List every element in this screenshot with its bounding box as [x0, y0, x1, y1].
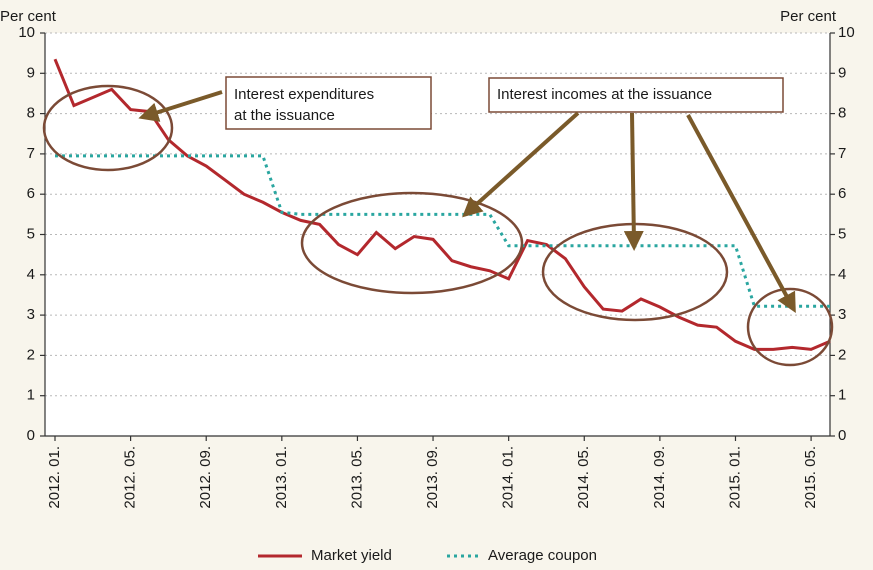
x-tick-label: 2012. 09.	[197, 446, 214, 509]
arrow	[138, 90, 223, 122]
y2-tick-label: 4	[838, 266, 846, 283]
x-tick-label: 2015. 01.	[726, 446, 743, 509]
annotation-text: at the issuance	[234, 107, 335, 124]
series-line	[53, 58, 831, 351]
y-tick-label: 5	[27, 225, 35, 242]
highlight-ellipse	[42, 84, 174, 172]
x-tick-label: 2013. 01.	[273, 446, 290, 509]
x-tick-label: 2014. 09.	[651, 446, 668, 509]
y2-tick-label: 7	[838, 145, 846, 162]
highlight-ellipse	[300, 191, 524, 295]
arrow	[623, 112, 644, 251]
x-tick-label: 2013. 09.	[424, 446, 441, 509]
x-tick-label: 2013. 05.	[348, 446, 365, 509]
arrow	[686, 114, 796, 314]
highlight-ellipse	[746, 287, 834, 367]
y-tick-label: 6	[27, 185, 35, 202]
annotation-text: Interest expenditures	[234, 86, 374, 103]
x-tick-label: 2012. 05.	[122, 446, 139, 509]
legend-label: Market yield	[311, 547, 392, 564]
y-tick-label: 0	[27, 427, 35, 444]
annotation-box	[488, 77, 784, 113]
y-tick-label: 4	[27, 266, 35, 283]
y2-tick-label: 8	[838, 105, 846, 122]
y2-tick-label: 3	[838, 306, 846, 323]
y-tick-label: 8	[27, 105, 35, 122]
x-tick-label: 2014. 01.	[500, 446, 517, 509]
legend-label: Average coupon	[488, 547, 597, 564]
y-tick-label: 9	[27, 64, 35, 81]
annotation-box	[225, 76, 432, 130]
annotations: Interest expenditures at the issuance In…	[42, 76, 834, 367]
y-tick-label: 3	[27, 306, 35, 323]
y2-axis-title: Per cent	[780, 8, 837, 25]
x-tick-label: 2014. 05.	[575, 446, 592, 509]
y2-tick-label: 0	[838, 427, 846, 444]
y-tick-label: 2	[27, 346, 35, 363]
y2-tick-label: 1	[838, 387, 846, 404]
y2-tick-label: 2	[838, 346, 846, 363]
y2-tick-label: 5	[838, 225, 846, 242]
y-axis-title: Per cent	[0, 8, 57, 25]
x-tick-label: 2015. 05.	[802, 446, 819, 509]
series-line	[55, 154, 830, 308]
x-tick-label: 2012. 01.	[46, 446, 63, 509]
y-tick-label: 10	[18, 24, 35, 41]
y-tick-label: 7	[27, 145, 35, 162]
arrow	[462, 111, 580, 218]
y2-tick-label: 10	[838, 24, 855, 41]
annotation-text: Interest incomes at the issuance	[497, 86, 712, 103]
y2-tick-label: 9	[838, 64, 846, 81]
y-tick-label: 1	[27, 387, 35, 404]
y2-tick-label: 6	[838, 185, 846, 202]
